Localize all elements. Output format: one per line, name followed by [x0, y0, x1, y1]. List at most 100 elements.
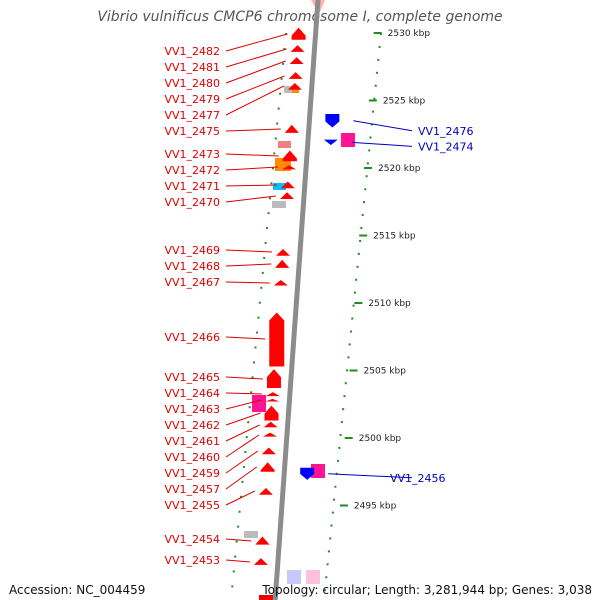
gene-label: VV1_2468: [164, 260, 220, 273]
gene-leader-line: [225, 399, 262, 410]
gene-leader-line: [225, 195, 277, 203]
gene-label: VV1_2481: [164, 61, 220, 74]
pseudo-feature: [341, 133, 355, 147]
gene-label: VV1_2477: [164, 109, 220, 122]
label-layer: VV1_2482 VV1_2481 VV1_2480 VV1_2479 VV1_2477…: [164, 33, 474, 567]
gene-leader-line: [225, 33, 288, 52]
forward-gene-arrow: [288, 72, 303, 79]
gene-leader-line: [225, 336, 266, 340]
map-title: Vibrio vulnificus CMCP6 chromosome I, co…: [97, 9, 503, 25]
gene-leader-line: [225, 466, 257, 490]
gene-leader-line: [225, 412, 261, 426]
gene-label: VV1_2459: [164, 467, 220, 480]
gene-label: VV1_2472: [164, 164, 220, 177]
gene-leader-line: [225, 60, 286, 84]
gene-label: VV1_2467: [164, 276, 220, 289]
forward-gene-arrow: [291, 27, 306, 40]
gene-leader-line: [225, 424, 260, 442]
gene-leader-line: [225, 128, 281, 132]
kbp-tick-label: 2510 kbp: [368, 299, 411, 309]
gene-label: VV1_2454: [164, 533, 220, 546]
gene-label: VV1_2469: [164, 244, 220, 257]
forward-gene-arrow: [275, 259, 290, 268]
gene-label: VV1_2475: [164, 125, 220, 138]
topology-text: Topology: circular; Length: 3,281,944 bp…: [262, 583, 592, 597]
forward-gene-arrow: [275, 249, 290, 256]
gene-label: VV1_2463: [164, 403, 220, 416]
forward-gene-arrow: [273, 280, 288, 286]
forward-gene-arrow: [263, 421, 278, 428]
gene-label: VV1_2480: [164, 77, 220, 90]
kbp-tick-label: 2520 kbp: [378, 164, 421, 174]
kbp-tick-label: 2515 kbp: [373, 232, 416, 242]
forward-gene-arrow: [280, 192, 295, 200]
chromosome-backbone: [272, 0, 321, 600]
gene-label: VV1_2466: [164, 331, 220, 344]
gene-leader-line: [225, 434, 260, 458]
gene-layer: [253, 27, 340, 565]
forward-gene-arrow: [255, 536, 270, 545]
gene-label: VV1_2479: [164, 93, 220, 106]
forward-gene-arrow: [266, 369, 281, 389]
forward-gene-arrow: [265, 392, 280, 397]
gene-label: VV1_2474: [418, 140, 474, 153]
gene-label: VV1_2482: [164, 45, 220, 58]
forward-gene-arrow: [264, 405, 279, 421]
reverse-gene-arrow: [300, 467, 315, 480]
gene-leader-line: [328, 473, 413, 479]
gene-leader-line: [225, 538, 252, 542]
gene-label: VV1_2455: [164, 499, 220, 512]
gene-leader-line: [225, 263, 272, 267]
forward-gene-arrow: [287, 82, 302, 90]
gene-leader-line: [225, 184, 277, 187]
feature-bottom-partial: [259, 595, 273, 600]
gene-leader-line: [225, 281, 270, 284]
pseudo-feature: [252, 395, 266, 412]
forward-gene-arrow: [289, 57, 304, 65]
forward-gene-arrow: [258, 487, 273, 495]
reverse-gene-arrow: [323, 139, 338, 146]
forward-gene-arrow: [253, 558, 268, 565]
reverse-gene-arrow: [325, 114, 340, 128]
gene-leader-line: [225, 249, 273, 253]
gene-leader-line: [225, 490, 256, 506]
gene-leader-line: [225, 166, 279, 171]
kbp-tick-label: 2525 kbp: [383, 97, 426, 107]
kbp-tick-label: 2505 kbp: [364, 367, 407, 377]
gene-leader-line: [225, 376, 263, 380]
gene-label: VV1_2453: [164, 554, 220, 567]
gene-label: VV1_2464: [164, 387, 220, 400]
feature-bottom-partial: [306, 570, 320, 584]
gene-label: VV1_2471: [164, 180, 220, 193]
kbp-tick-label: 2495 kbp: [354, 502, 397, 512]
forward-gene-arrow: [265, 398, 280, 402]
forward-gene-arrow: [261, 447, 276, 455]
gene-leader-line: [225, 75, 285, 100]
forward-gene-arrow: [260, 462, 275, 472]
gene-label: VV1_2460: [164, 451, 220, 464]
rna-feature: [244, 531, 258, 538]
gene-leader-line: [225, 85, 285, 116]
kbp-tick-label: 2500 kbp: [359, 434, 402, 444]
rna-feature: [272, 201, 286, 208]
rna-feature: [273, 183, 286, 190]
kbp-tick-label: 2530 kbp: [388, 29, 431, 39]
accession-text: Accession: NC_004459: [9, 583, 146, 597]
pseudo-feature: [311, 464, 325, 478]
forward-gene-arrow: [290, 45, 305, 52]
gene-leader-line: [353, 120, 413, 132]
feature-bottom-partial: [287, 570, 301, 584]
gene-leader-line: [225, 153, 279, 157]
gene-label: VV1_2476: [418, 125, 474, 138]
feature-layer: [230, 0, 382, 600]
gene-label: VV1_2470: [164, 196, 220, 209]
forward-gene-arrow: [282, 150, 297, 162]
gene-leader-line: [225, 450, 259, 474]
gene-leader-line: [351, 141, 413, 147]
gene-label: VV1_2461: [164, 435, 220, 448]
gene-label: VV1_2462: [164, 419, 220, 432]
gene-label: VV1_2457: [164, 483, 220, 496]
kbp-ticks: 2530 kbp 2525 kbp 2520 kbp 2515 kbp 2510 kbp…: [339, 29, 431, 512]
gene-label: VV1_2456: [390, 472, 446, 485]
